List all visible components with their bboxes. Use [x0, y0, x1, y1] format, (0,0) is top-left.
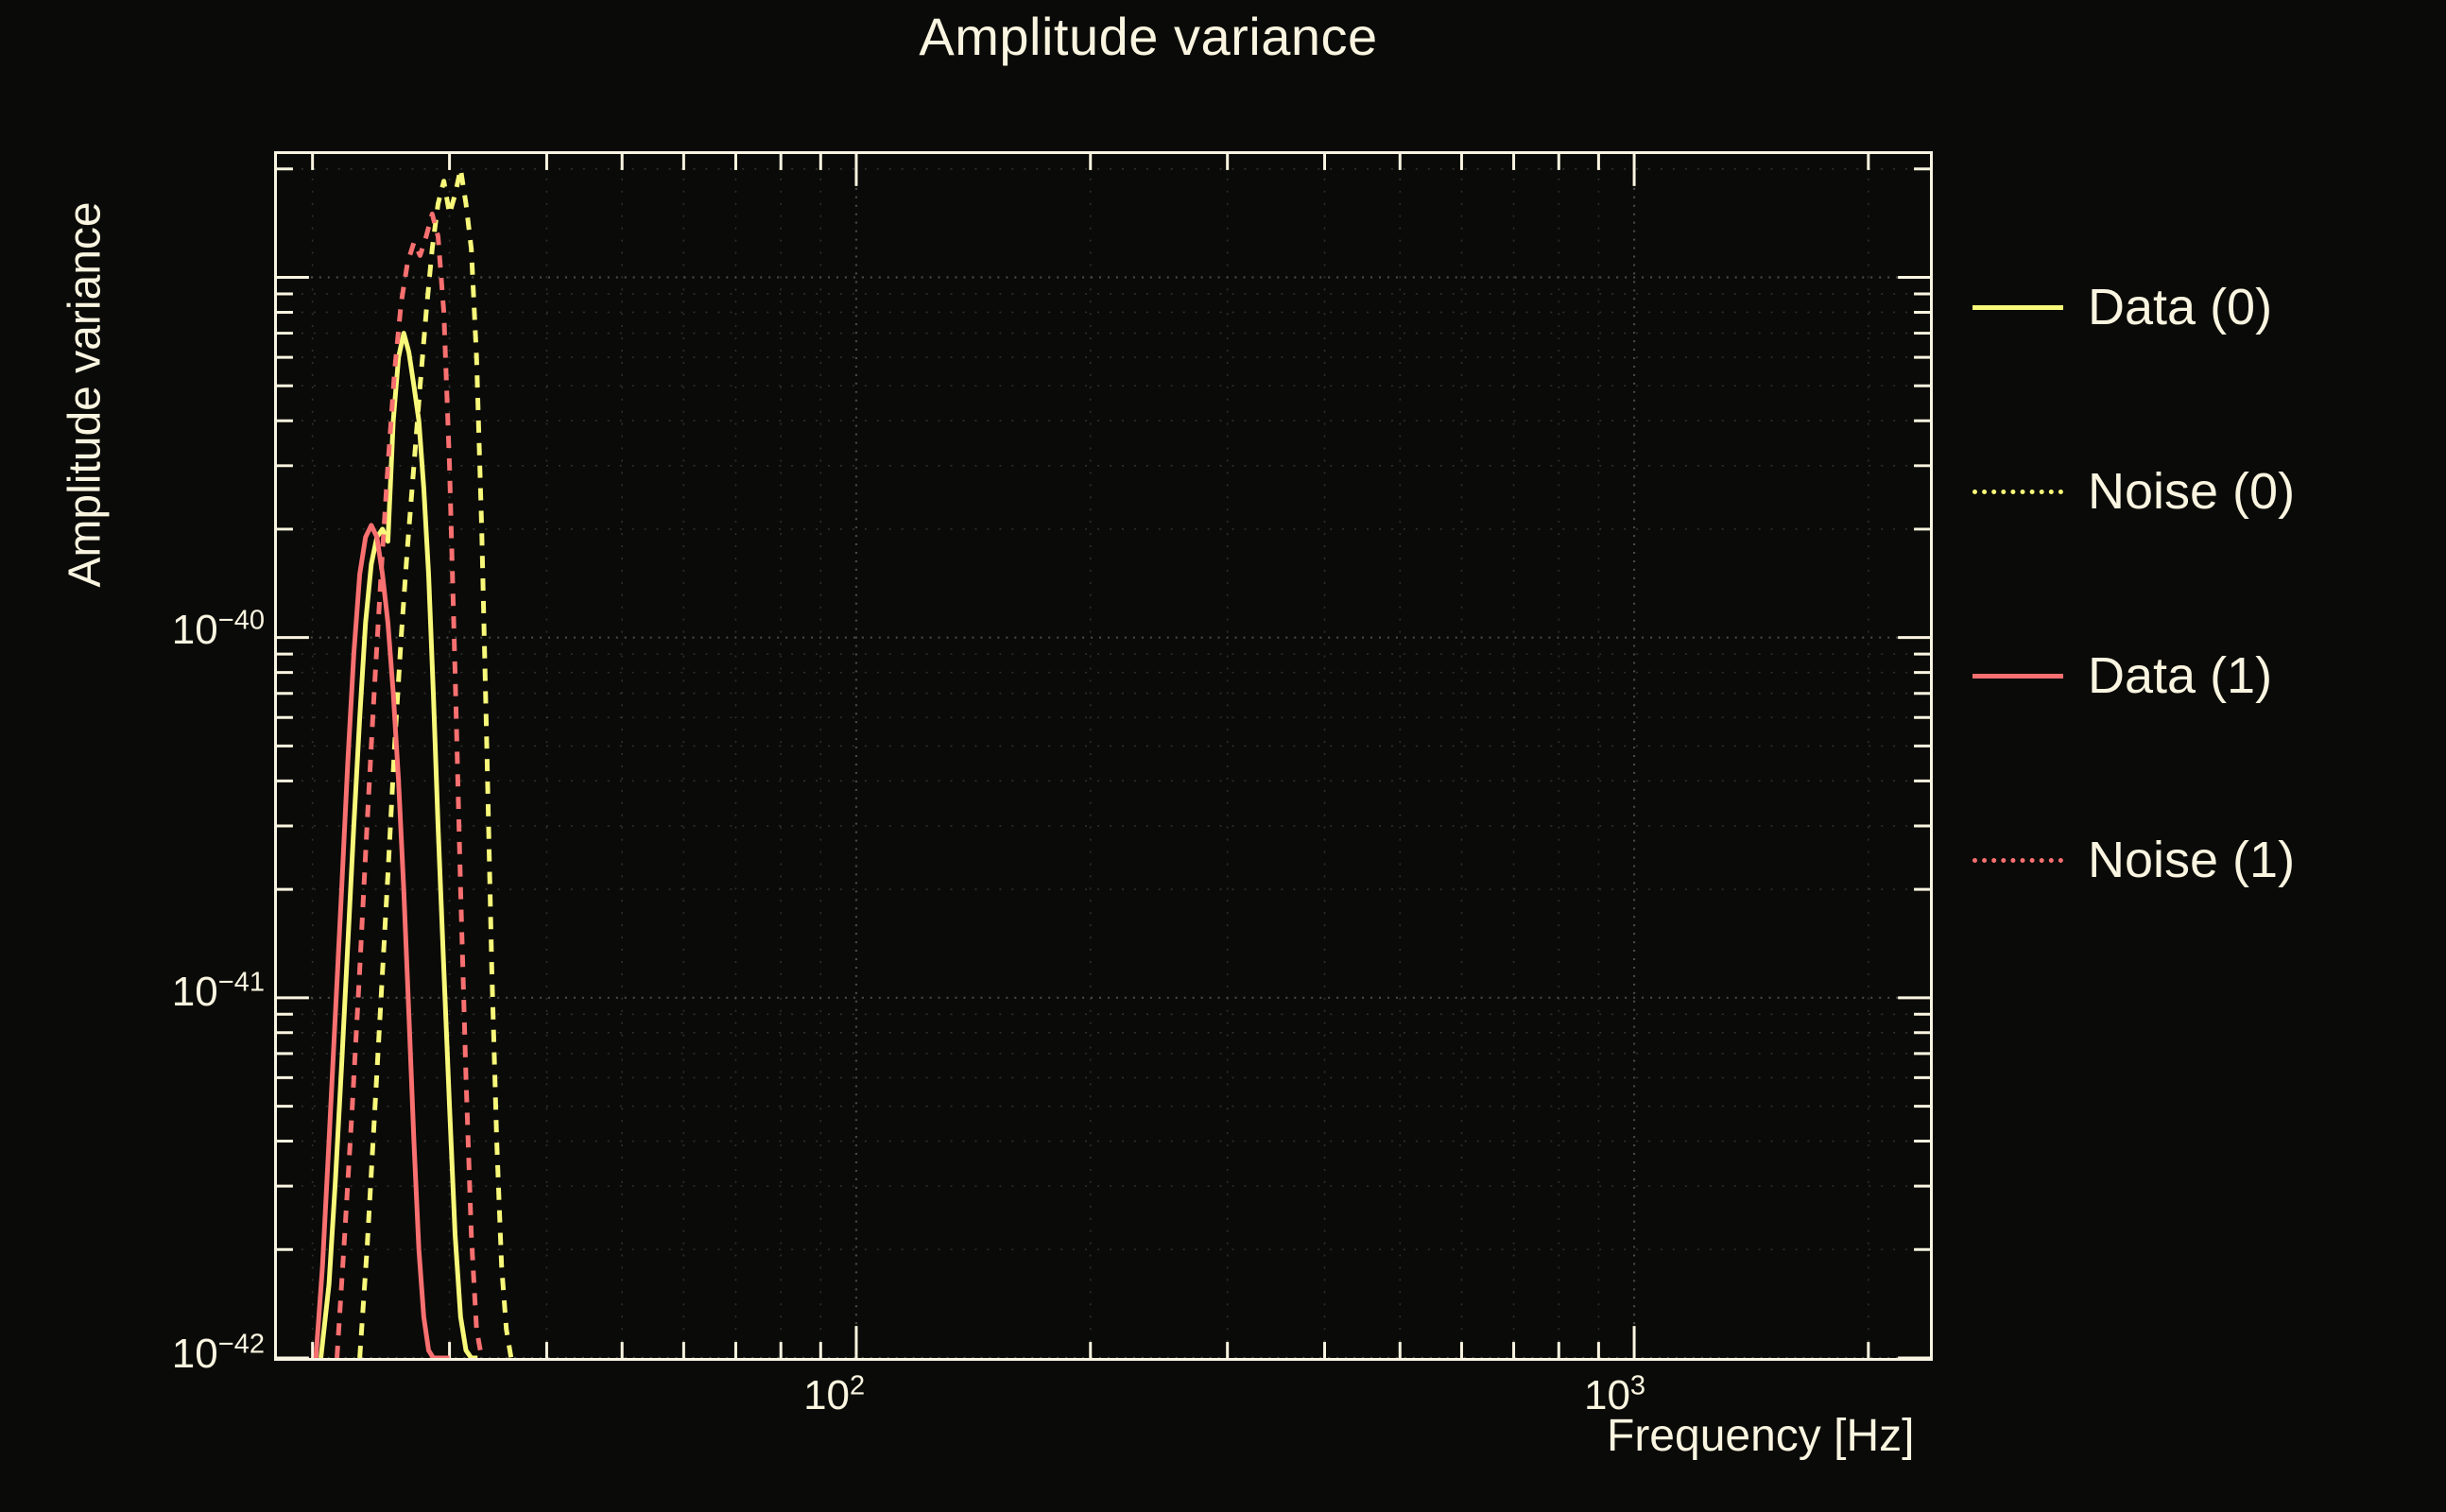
- y-tick-mantissa: 10: [171, 1331, 218, 1377]
- y-tick-label: 10−41: [128, 969, 265, 1016]
- y-tick-label: 10−42: [128, 1331, 265, 1378]
- legend-entry-data-0[interactable]: Data (0): [1971, 274, 2415, 340]
- chart-legend[interactable]: Data (0) Noise (0) Data (1) Noise (1): [1971, 236, 2415, 1257]
- y-tick-label: 10−40: [128, 607, 265, 654]
- legend-line-sample: [1971, 846, 2065, 874]
- legend-line-swatch: [1972, 305, 2063, 310]
- grid-layer: [277, 154, 1930, 1358]
- x-tick-label: 103: [1584, 1372, 1645, 1419]
- legend-label: Data (1): [2088, 647, 2273, 704]
- data-series-layer: [313, 166, 514, 1358]
- legend-entry-data-1[interactable]: Data (1): [1971, 643, 2415, 709]
- x-axis-title: Frequency [Hz]: [1607, 1411, 1915, 1461]
- legend-entry-noise-1[interactable]: Noise (1): [1971, 827, 2415, 893]
- legend-line-sample: [1971, 477, 2065, 506]
- legend-line-sample: [1971, 662, 2065, 690]
- plot-svg: [277, 154, 1930, 1358]
- y-tick-exponent: −40: [217, 605, 265, 636]
- series-line-3[interactable]: [335, 211, 485, 1358]
- series-line-0[interactable]: [319, 331, 478, 1358]
- x-tick-label: 102: [803, 1372, 865, 1419]
- y-tick-mantissa: 10: [171, 607, 218, 654]
- legend-label: Noise (0): [2088, 463, 2296, 520]
- chart-title: Amplitude variance: [919, 7, 1378, 66]
- y-tick-mantissa: 10: [171, 969, 218, 1016]
- y-tick-exponent: −41: [217, 967, 265, 998]
- legend-line-swatch: [1972, 858, 2063, 863]
- series-line-2[interactable]: [313, 523, 450, 1358]
- y-axis-title: Amplitude variance: [60, 201, 111, 588]
- legend-entry-noise-0[interactable]: Noise (0): [1971, 458, 2415, 524]
- x-tick-exponent: 2: [850, 1370, 866, 1401]
- legend-line-swatch: [1972, 674, 2063, 679]
- legend-line-sample: [1971, 293, 2065, 321]
- legend-label: Noise (1): [2088, 832, 2296, 888]
- axis-tick-marks: [277, 154, 1930, 1358]
- y-tick-exponent: −42: [217, 1329, 265, 1360]
- x-tick-mantissa: 10: [803, 1372, 851, 1418]
- legend-label: Data (0): [2088, 279, 2273, 335]
- legend-line-swatch: [1972, 490, 2063, 494]
- series-line-1[interactable]: [357, 166, 514, 1358]
- x-tick-mantissa: 10: [1583, 1372, 1630, 1418]
- plot-area[interactable]: [274, 151, 1933, 1361]
- x-tick-exponent: 3: [1629, 1370, 1646, 1401]
